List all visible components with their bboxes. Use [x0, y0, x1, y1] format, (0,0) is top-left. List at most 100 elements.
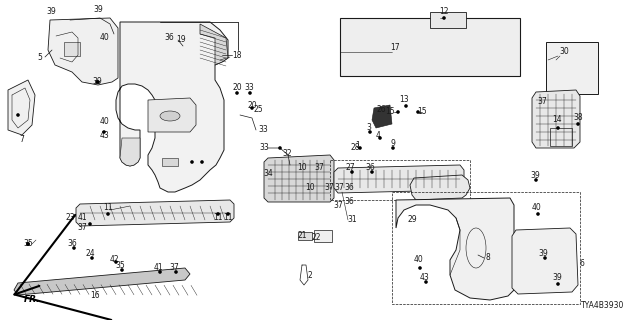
Text: 33: 33 — [259, 143, 269, 153]
Text: 19: 19 — [176, 36, 186, 44]
Text: 11: 11 — [223, 213, 233, 222]
Text: 20: 20 — [232, 84, 242, 92]
Polygon shape — [396, 198, 514, 300]
Text: 22: 22 — [311, 234, 321, 243]
Bar — [392, 192, 580, 304]
Circle shape — [556, 126, 560, 130]
Text: 12: 12 — [439, 7, 449, 17]
Circle shape — [200, 160, 204, 164]
Text: 8: 8 — [486, 253, 490, 262]
Text: 37: 37 — [77, 223, 87, 233]
Text: 33: 33 — [258, 125, 268, 134]
Text: 20: 20 — [247, 100, 257, 109]
Text: 37: 37 — [334, 183, 344, 193]
Polygon shape — [532, 90, 580, 148]
Text: 18: 18 — [232, 51, 242, 60]
Circle shape — [418, 266, 422, 270]
Circle shape — [95, 80, 99, 84]
Text: 39: 39 — [552, 274, 562, 283]
Bar — [298, 232, 312, 240]
Ellipse shape — [160, 111, 180, 121]
Text: 43: 43 — [419, 274, 429, 283]
Text: 27: 27 — [345, 164, 355, 172]
Circle shape — [190, 160, 194, 164]
Polygon shape — [116, 22, 228, 192]
Polygon shape — [372, 105, 392, 128]
Text: 37: 37 — [314, 164, 324, 172]
Text: 37: 37 — [324, 183, 334, 193]
Bar — [314, 230, 332, 242]
Polygon shape — [120, 138, 140, 166]
Text: 32: 32 — [282, 149, 292, 158]
Circle shape — [534, 178, 538, 182]
Circle shape — [90, 256, 94, 260]
Text: 36: 36 — [365, 164, 375, 172]
Circle shape — [543, 256, 547, 260]
Circle shape — [556, 282, 560, 286]
Text: 34: 34 — [263, 169, 273, 178]
Text: 33: 33 — [244, 84, 254, 92]
Circle shape — [576, 122, 580, 126]
Circle shape — [102, 130, 106, 134]
Text: 35: 35 — [23, 239, 33, 249]
Text: 39: 39 — [46, 7, 56, 17]
Text: 14: 14 — [552, 116, 562, 124]
Text: 36: 36 — [164, 34, 174, 43]
Circle shape — [424, 280, 428, 284]
Circle shape — [358, 146, 362, 150]
Text: 1: 1 — [356, 140, 360, 149]
Text: 37: 37 — [169, 263, 179, 273]
Text: 3: 3 — [367, 124, 371, 132]
Text: 36: 36 — [344, 183, 354, 193]
Text: 36: 36 — [344, 197, 354, 206]
Text: 17: 17 — [390, 44, 400, 52]
Polygon shape — [48, 18, 118, 85]
Bar — [162, 158, 178, 166]
Circle shape — [278, 146, 282, 150]
Polygon shape — [410, 175, 470, 200]
Polygon shape — [200, 24, 228, 65]
Text: 15: 15 — [417, 108, 427, 116]
Polygon shape — [148, 98, 196, 132]
Text: 4: 4 — [376, 131, 380, 140]
Circle shape — [216, 212, 220, 216]
Circle shape — [120, 268, 124, 272]
Circle shape — [106, 212, 110, 216]
Bar — [340, 18, 520, 76]
Text: 35: 35 — [115, 261, 125, 270]
Text: 39: 39 — [530, 171, 540, 180]
Text: 5: 5 — [38, 52, 42, 61]
Text: 40: 40 — [531, 204, 541, 212]
Text: 6: 6 — [580, 260, 584, 268]
Polygon shape — [76, 200, 234, 226]
Bar — [64, 42, 80, 56]
Circle shape — [350, 170, 354, 174]
Text: 26: 26 — [376, 106, 386, 115]
Circle shape — [114, 260, 118, 264]
Bar — [330, 160, 470, 200]
Text: 24: 24 — [85, 250, 95, 259]
Circle shape — [88, 222, 92, 226]
Circle shape — [378, 136, 382, 140]
Polygon shape — [8, 80, 35, 135]
Text: 10: 10 — [305, 183, 315, 193]
Text: 7: 7 — [20, 135, 24, 145]
Circle shape — [158, 270, 162, 274]
Text: 30: 30 — [559, 47, 569, 57]
Text: 10: 10 — [297, 164, 307, 172]
Text: 31: 31 — [347, 215, 357, 225]
Circle shape — [404, 104, 408, 108]
Text: 23: 23 — [65, 213, 75, 222]
Circle shape — [236, 91, 239, 95]
Circle shape — [250, 106, 254, 110]
Polygon shape — [512, 228, 578, 294]
Text: 40: 40 — [99, 34, 109, 43]
Bar — [430, 12, 466, 28]
Text: 41: 41 — [77, 213, 87, 222]
Text: TYA4B3930: TYA4B3930 — [580, 301, 624, 310]
Circle shape — [368, 130, 372, 134]
Text: 21: 21 — [297, 231, 307, 241]
Circle shape — [26, 242, 30, 246]
Circle shape — [72, 246, 76, 250]
Text: 16: 16 — [90, 291, 100, 300]
